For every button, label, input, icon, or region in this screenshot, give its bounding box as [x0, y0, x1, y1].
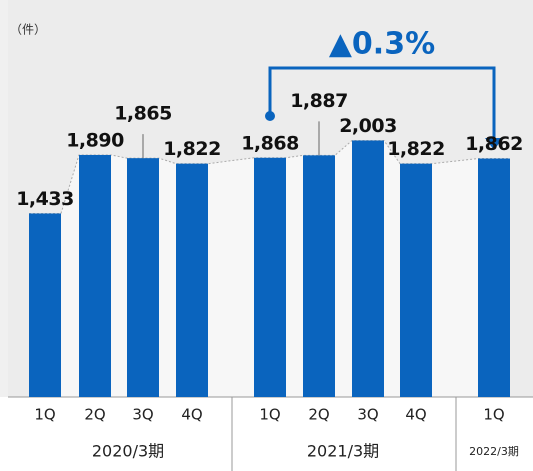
- axis-area: [0, 397, 533, 471]
- value-label: 1,822: [387, 138, 445, 160]
- group-label: 2021/3期: [307, 442, 379, 461]
- bracket-arrow: [485, 138, 503, 150]
- value-label: 1,862: [465, 133, 523, 155]
- x-tick-label: 3Q: [132, 406, 153, 424]
- annotation-bracket: [265, 66, 503, 150]
- value-label: 1,433: [16, 188, 74, 210]
- bracket-line: [268, 66, 496, 140]
- bar: [127, 158, 159, 397]
- value-label: 1,887: [290, 90, 348, 112]
- bar: [29, 213, 61, 397]
- group-label: 2022/3期: [469, 445, 519, 458]
- group-label: 2020/3期: [92, 442, 164, 461]
- value-label: 1,865: [114, 103, 172, 125]
- x-tick-label: 4Q: [181, 406, 202, 424]
- x-tick-label: 1Q: [34, 406, 55, 424]
- x-tick-label: 2Q: [84, 406, 105, 424]
- bar: [79, 154, 111, 397]
- x-tick-label: 1Q: [259, 406, 280, 424]
- value-label: 1,822: [163, 138, 221, 160]
- unit-label: （件）: [10, 23, 46, 37]
- x-tick-label: 2Q: [308, 406, 329, 424]
- bar: [478, 158, 510, 397]
- bar: [176, 163, 208, 397]
- value-label: 2,003: [339, 115, 397, 137]
- bar: [400, 163, 432, 397]
- annotation: ▲0.3%: [329, 27, 435, 62]
- value-label: 1,890: [66, 129, 124, 151]
- value-label: 1,868: [241, 132, 299, 154]
- x-tick-label: 4Q: [405, 406, 426, 424]
- x-tick-label: 3Q: [357, 406, 378, 424]
- bar: [254, 157, 286, 397]
- bar: [352, 140, 384, 398]
- x-tick-label: 1Q: [483, 406, 504, 424]
- bar: [303, 155, 335, 397]
- bracket-dot: [265, 111, 275, 121]
